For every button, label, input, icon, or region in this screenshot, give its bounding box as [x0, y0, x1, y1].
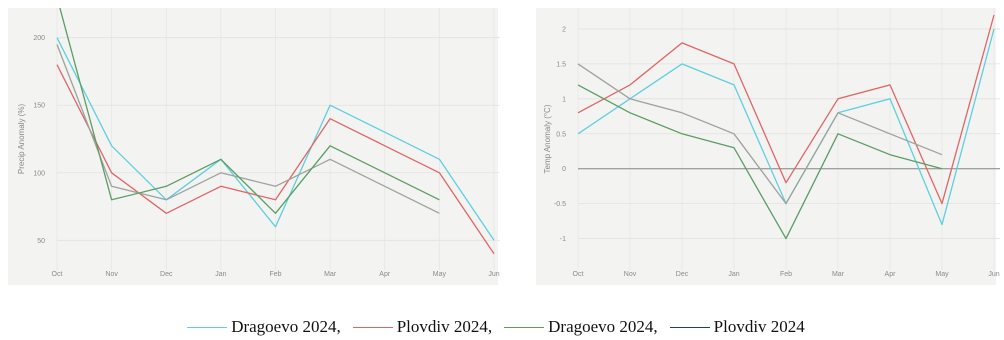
legend-swatch [504, 326, 545, 328]
x-tick-label: Nov [624, 271, 637, 278]
y-tick-label: 100 [33, 170, 45, 177]
y-tick-label: -1 [560, 236, 566, 243]
y-tick-label: 1.5 [556, 61, 566, 68]
y-tick-label: 1 [562, 96, 566, 103]
x-tick-label: Mar [324, 271, 337, 278]
y-tick-label: 50 [37, 238, 45, 245]
y-tick-label: 2 [562, 26, 566, 33]
y-tick-label: 150 [33, 103, 45, 110]
series-line-gray [577, 63, 943, 205]
legend-swatch [187, 326, 228, 328]
legend-swatch [352, 326, 393, 328]
x-tick-label: Oct [573, 271, 584, 278]
series-line-green [59, 8, 440, 214]
temp-chart-panel: -1 -0.5 0 0.5 1 1.5 2 Oct Nov Dec Jan Feb Mar Apr May J… [536, 8, 1000, 285]
y-axis-title: Temp Anomaly (°C) [543, 104, 552, 173]
legend-label: Dragoevo 2024, [548, 317, 658, 336]
x-tick-label: Jun [488, 271, 499, 278]
x-tick-label: Dec [160, 271, 173, 278]
y-tick-label: 0.5 [556, 131, 566, 138]
x-tick-label: Nov [105, 271, 118, 278]
legend-label: Plovdiv 2024, [396, 317, 493, 336]
x-tick-label: Jan [215, 271, 226, 278]
x-tick-label: May [433, 271, 447, 278]
series-line-cyan [56, 37, 495, 241]
series-line-red [56, 64, 495, 255]
x-tick-label: Dec [676, 271, 689, 278]
series-line-gray [56, 44, 440, 214]
x-tick-label: Feb [269, 271, 281, 278]
series-line-green [577, 84, 943, 240]
x-tick-label: May [935, 271, 949, 278]
legend-item-dragoevo-cyan: Dragoevo 2024, [187, 317, 341, 337]
legend-label: Plovdiv 2024 [713, 317, 805, 336]
y-axis-title: Precip Anomaly (%) [17, 104, 26, 175]
x-tick-label: Jan [728, 271, 739, 278]
y-tick-label: 200 [33, 35, 45, 42]
x-tick-label: Mar [832, 271, 845, 278]
legend-label: Dragoevo 2024, [231, 317, 341, 336]
x-tick-label: Apr [379, 271, 391, 278]
y-tick-label: -0.5 [554, 201, 566, 208]
y-tick-label: 0 [562, 166, 566, 173]
precip-chart-panel: 50 100 150 200 Oct Nov Dec Jan Feb Mar Apr May Jun Pr… [8, 8, 500, 285]
x-tick-label: Feb [780, 271, 792, 278]
temp-anomaly-chart: -1 -0.5 0 0.5 1 1.5 2 Oct Nov Dec Jan Feb Mar Apr May J… [543, 8, 1000, 278]
precip-anomaly-chart: 50 100 150 200 Oct Nov Dec Jan Feb Mar Apr May Jun Pr… [17, 8, 500, 278]
x-tick-label: Jun [988, 271, 999, 278]
legend-item-plovdiv-navy: Plovdiv 2024 [669, 317, 805, 337]
x-tick-label: Oct [52, 271, 63, 278]
legend-item-dragoevo-green: Dragoevo 2024, [504, 317, 658, 337]
legend-swatch [669, 326, 710, 328]
chart-legend: Dragoevo 2024, Plovdiv 2024, Dragoevo 20… [0, 317, 1004, 337]
legend-item-plovdiv-red: Plovdiv 2024, [352, 317, 493, 337]
x-tick-label: Apr [885, 271, 897, 278]
